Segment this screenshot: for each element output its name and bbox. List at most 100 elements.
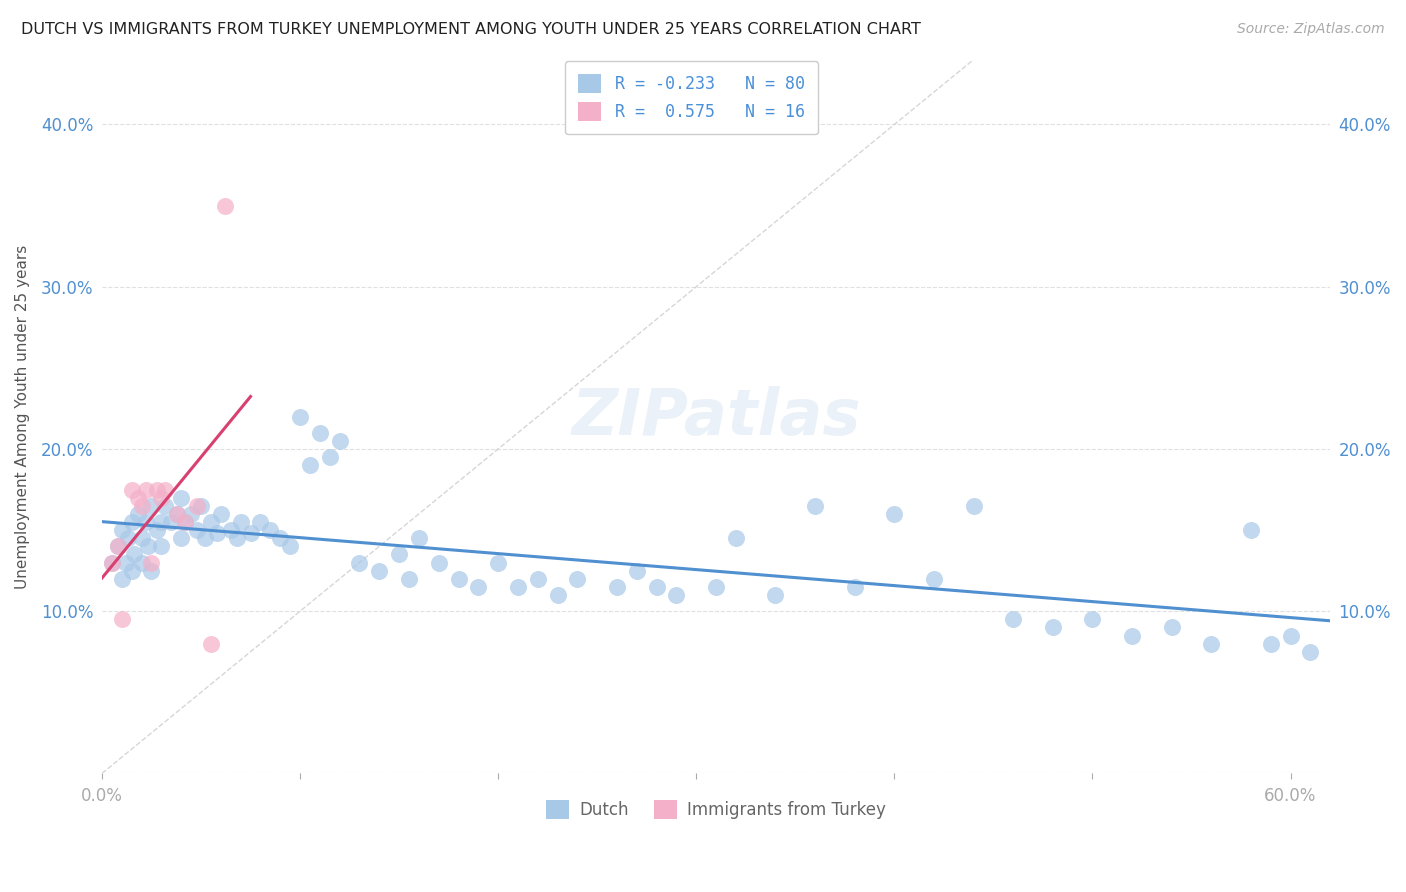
Dutch — [249, 515, 271, 529]
Dutch — [122, 548, 145, 562]
Dutch — [1299, 645, 1322, 659]
Dutch — [349, 556, 371, 570]
Dutch — [205, 526, 228, 541]
Text: Source: ZipAtlas.com: Source: ZipAtlas.com — [1237, 22, 1385, 37]
Dutch — [131, 556, 153, 570]
Dutch — [319, 450, 342, 464]
Dutch — [288, 409, 311, 424]
Dutch — [922, 572, 945, 586]
Dutch — [1081, 612, 1104, 626]
Dutch — [1160, 620, 1182, 634]
Immigrants from Turkey — [141, 556, 163, 570]
Dutch — [194, 531, 217, 545]
Immigrants from Turkey — [107, 539, 129, 553]
Dutch — [844, 580, 866, 594]
Dutch — [704, 580, 727, 594]
Dutch — [180, 507, 202, 521]
Dutch — [1121, 628, 1143, 642]
Dutch — [765, 588, 787, 602]
Dutch — [526, 572, 548, 586]
Y-axis label: Unemployment Among Youth under 25 years: Unemployment Among Youth under 25 years — [15, 244, 30, 589]
Immigrants from Turkey — [121, 483, 143, 497]
Immigrants from Turkey — [166, 507, 188, 521]
Dutch — [200, 515, 222, 529]
Dutch — [1279, 628, 1302, 642]
Immigrants from Turkey — [186, 499, 208, 513]
Immigrants from Turkey — [174, 515, 197, 529]
Dutch — [186, 523, 208, 537]
Dutch — [131, 531, 153, 545]
Dutch — [259, 523, 281, 537]
Dutch — [408, 531, 430, 545]
Dutch — [467, 580, 489, 594]
Dutch — [804, 499, 827, 513]
Dutch — [298, 458, 321, 473]
Dutch — [427, 556, 450, 570]
Dutch — [209, 507, 232, 521]
Dutch — [141, 564, 163, 578]
Dutch — [141, 499, 163, 513]
Dutch — [166, 507, 188, 521]
Dutch — [107, 539, 129, 553]
Dutch — [626, 564, 648, 578]
Dutch — [190, 499, 212, 513]
Dutch — [229, 515, 252, 529]
Dutch — [155, 499, 177, 513]
Dutch — [1201, 637, 1223, 651]
Dutch — [1260, 637, 1282, 651]
Dutch — [665, 588, 688, 602]
Legend: Dutch, Immigrants from Turkey: Dutch, Immigrants from Turkey — [540, 793, 893, 826]
Dutch — [278, 539, 301, 553]
Dutch — [127, 507, 149, 521]
Dutch — [567, 572, 589, 586]
Dutch — [136, 539, 159, 553]
Dutch — [121, 564, 143, 578]
Dutch — [170, 531, 193, 545]
Immigrants from Turkey — [111, 612, 134, 626]
Dutch — [239, 526, 262, 541]
Dutch — [111, 572, 134, 586]
Dutch — [883, 507, 905, 521]
Dutch — [1042, 620, 1064, 634]
Dutch — [146, 523, 169, 537]
Dutch — [308, 425, 330, 440]
Text: ZIPatlas: ZIPatlas — [571, 385, 860, 448]
Dutch — [506, 580, 529, 594]
Immigrants from Turkey — [101, 556, 124, 570]
Dutch — [135, 515, 157, 529]
Immigrants from Turkey — [135, 483, 157, 497]
Immigrants from Turkey — [127, 491, 149, 505]
Text: DUTCH VS IMMIGRANTS FROM TURKEY UNEMPLOYMENT AMONG YOUTH UNDER 25 YEARS CORRELAT: DUTCH VS IMMIGRANTS FROM TURKEY UNEMPLOY… — [21, 22, 921, 37]
Dutch — [547, 588, 569, 602]
Dutch — [150, 539, 173, 553]
Immigrants from Turkey — [131, 499, 153, 513]
Dutch — [447, 572, 470, 586]
Dutch — [225, 531, 247, 545]
Dutch — [1240, 523, 1263, 537]
Immigrants from Turkey — [150, 491, 173, 505]
Dutch — [388, 548, 411, 562]
Dutch — [486, 556, 509, 570]
Immigrants from Turkey — [200, 637, 222, 651]
Dutch — [1002, 612, 1025, 626]
Dutch — [160, 515, 183, 529]
Dutch — [219, 523, 242, 537]
Dutch — [645, 580, 668, 594]
Dutch — [150, 515, 173, 529]
Dutch — [368, 564, 391, 578]
Dutch — [121, 515, 143, 529]
Immigrants from Turkey — [155, 483, 177, 497]
Dutch — [111, 523, 134, 537]
Dutch — [114, 556, 136, 570]
Dutch — [170, 491, 193, 505]
Dutch — [329, 434, 352, 448]
Dutch — [724, 531, 747, 545]
Immigrants from Turkey — [214, 199, 236, 213]
Dutch — [269, 531, 291, 545]
Immigrants from Turkey — [146, 483, 169, 497]
Dutch — [117, 531, 139, 545]
Dutch — [398, 572, 420, 586]
Dutch — [606, 580, 628, 594]
Dutch — [962, 499, 984, 513]
Dutch — [101, 556, 124, 570]
